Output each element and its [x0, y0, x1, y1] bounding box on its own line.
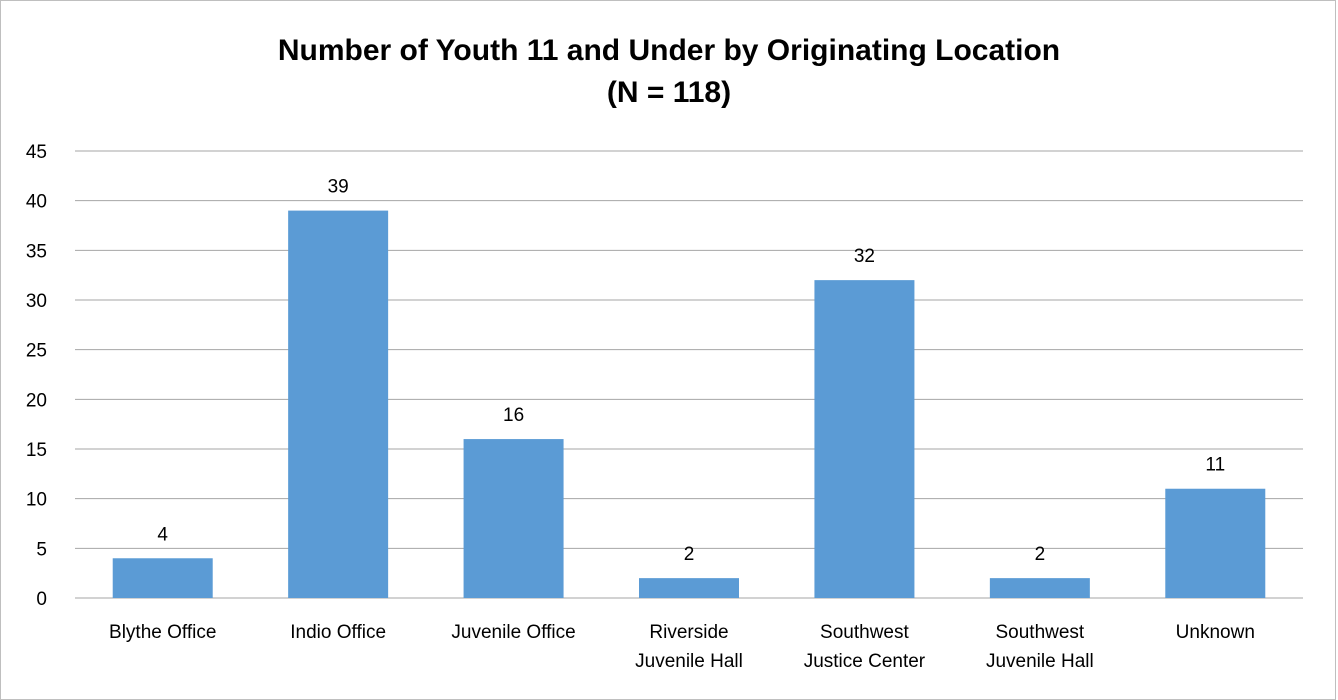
category-label-0-line-0: Blythe Office	[109, 622, 216, 643]
category-label-1-line-0: Indio Office	[290, 622, 386, 643]
bar-6	[1165, 488, 1266, 598]
data-label-1: 39	[328, 177, 349, 198]
y-tick-label-30: 30	[26, 291, 47, 312]
y-tick-label-45: 45	[26, 142, 47, 163]
data-label-0: 4	[157, 524, 168, 545]
category-label-4-line-0: Southwest	[820, 622, 909, 643]
category-label-4-line-1: Justice Center	[804, 651, 926, 672]
bar-4	[814, 280, 915, 598]
data-label-5: 2	[1035, 544, 1046, 565]
bar-5	[989, 578, 1090, 598]
category-label-5-line-1: Juvenile Hall	[986, 651, 1094, 672]
category-label-6-line-0: Unknown	[1176, 622, 1255, 643]
data-label-2: 16	[503, 405, 524, 426]
y-tick-label-25: 25	[26, 341, 47, 362]
y-tick-label-0: 0	[36, 589, 47, 610]
category-label-2-line-0: Juvenile Office	[451, 622, 575, 643]
bar-0	[112, 558, 213, 598]
chart-title-text: Number of Youth 11 and Under by Originat…	[277, 34, 1061, 67]
data-labels: 4 39 16 2 32 2 11	[157, 177, 1225, 566]
data-label-4: 32	[854, 246, 875, 267]
category-label-3-line-1: Juvenile Hall	[635, 651, 743, 672]
bar-3	[639, 578, 739, 598]
data-label-3: 2	[684, 544, 695, 565]
chart-title: Number of Youth 11 and Under by Originat…	[0, 30, 1338, 114]
category-label-5-line-0: Southwest	[995, 622, 1084, 643]
y-tick-label-15: 15	[26, 440, 47, 461]
y-tick-label-5: 5	[36, 539, 47, 560]
data-label-6: 11	[1205, 455, 1225, 476]
chart-subtitle-text: (N = 118)	[606, 76, 732, 109]
y-tick-label-20: 20	[26, 390, 47, 411]
y-tick-label-10: 10	[26, 490, 47, 511]
bars	[112, 210, 1266, 598]
gridlines	[75, 150, 1303, 599]
bar-1	[288, 210, 389, 598]
category-label-3-line-0: Riverside	[649, 622, 728, 643]
y-tick-label-40: 40	[26, 192, 47, 213]
x-axis-category-labels: Blythe Office Indio Office Juvenile Office…	[109, 622, 1255, 672]
bar-2	[463, 439, 564, 598]
y-axis-tick-labels: 0 5 10 15 20 25 30 35 40 45	[26, 142, 47, 610]
y-tick-label-35: 35	[26, 241, 47, 262]
